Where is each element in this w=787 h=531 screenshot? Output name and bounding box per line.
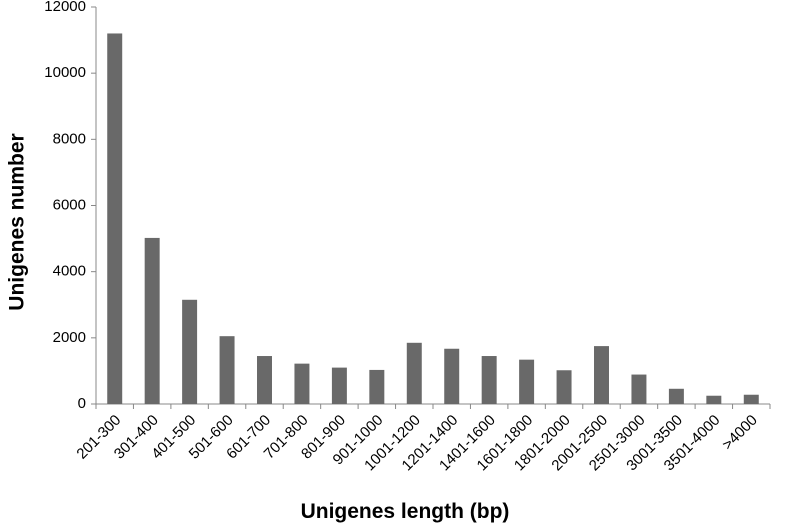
bar	[706, 395, 722, 404]
y-tick-label: 2000	[53, 329, 86, 346]
bar	[182, 299, 198, 404]
bar	[594, 346, 609, 404]
bar	[668, 388, 684, 404]
x-tick-label: >4000	[719, 412, 761, 454]
bar	[556, 370, 572, 404]
y-tick-label: 6000	[53, 196, 86, 213]
y-tick-label: 12000	[44, 0, 86, 15]
y-tick-label: 8000	[53, 130, 86, 147]
bar	[743, 394, 759, 404]
x-axis-title: Unigenes length (bp)	[301, 500, 510, 523]
bar	[144, 237, 160, 404]
y-tick-label: 0	[78, 395, 86, 412]
bar	[219, 336, 235, 404]
bar	[631, 374, 647, 404]
y-axis-title: Unigenes number	[6, 133, 29, 310]
bar	[519, 359, 535, 404]
bar	[369, 369, 385, 404]
y-tick-label: 4000	[53, 263, 86, 280]
y-tick-label: 10000	[44, 64, 86, 81]
bar	[406, 342, 422, 404]
bar	[257, 356, 272, 404]
bar	[481, 356, 497, 404]
bar	[444, 348, 460, 404]
bar	[107, 33, 123, 404]
bar	[294, 363, 310, 404]
bar	[331, 367, 347, 404]
